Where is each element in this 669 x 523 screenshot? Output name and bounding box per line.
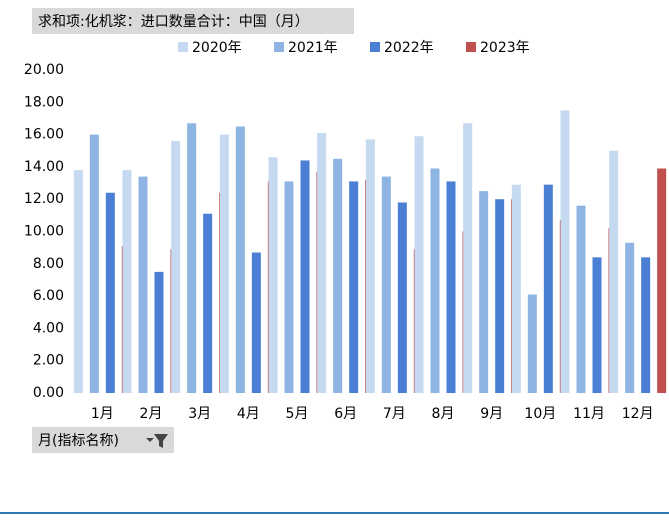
bar	[576, 205, 586, 393]
bar	[333, 158, 343, 393]
bar	[592, 257, 602, 393]
y-tick-label: 18.00	[24, 94, 64, 110]
bar	[235, 126, 245, 394]
bar	[171, 141, 181, 393]
x-tick-label: 11月	[573, 406, 605, 422]
legend-swatch	[466, 42, 476, 52]
bar	[365, 139, 375, 393]
bar	[219, 134, 229, 393]
y-tick-label: 14.00	[24, 159, 64, 175]
y-tick-label: 4.00	[33, 320, 64, 336]
y-tick-label: 20.00	[24, 62, 64, 78]
bar	[446, 181, 456, 393]
x-tick-label: 3月	[188, 406, 211, 422]
y-tick-label: 0.00	[33, 385, 64, 401]
filter-icon[interactable]	[146, 434, 168, 448]
bar	[543, 184, 553, 393]
bar	[463, 123, 473, 394]
bar	[187, 123, 197, 394]
title-button[interactable]	[32, 8, 354, 34]
x-tick-label: 7月	[383, 406, 406, 422]
x-tick-label: 6月	[334, 406, 357, 422]
legend-label: 2023年	[480, 40, 530, 56]
legend-label: 2020年	[192, 40, 242, 56]
bar	[203, 213, 213, 393]
chart-title: 求和项:化机浆：进口数量合计：中国（月）	[38, 14, 309, 30]
x-tick-label: 4月	[237, 406, 260, 422]
bar	[251, 252, 261, 393]
legend-label: 2021年	[288, 40, 338, 56]
x-tick-label: 8月	[432, 406, 455, 422]
y-tick-label: 12.00	[24, 191, 64, 207]
y-tick-label: 8.00	[33, 256, 64, 272]
bar	[349, 181, 359, 393]
bar	[511, 184, 521, 393]
bar	[89, 134, 99, 393]
bar	[268, 157, 278, 393]
x-tick-label: 5月	[286, 406, 309, 422]
bar	[560, 110, 570, 393]
bar	[381, 176, 391, 393]
bar	[73, 170, 83, 393]
field-button-label: 月(指标名称)	[38, 433, 119, 449]
bar	[430, 168, 440, 393]
bar	[657, 168, 667, 393]
bar	[122, 170, 132, 393]
x-tick-label: 2月	[140, 406, 163, 422]
legend-swatch	[178, 42, 188, 52]
bar	[609, 150, 619, 393]
x-tick-label: 10月	[524, 406, 556, 422]
y-tick-label: 2.00	[33, 353, 64, 369]
x-tick-label: 9月	[480, 406, 503, 422]
bar	[138, 176, 148, 393]
bar	[479, 191, 489, 393]
legend-label: 2022年	[384, 40, 434, 56]
bar	[284, 181, 294, 393]
bar	[397, 202, 407, 393]
bar	[527, 294, 537, 393]
bar	[317, 132, 327, 394]
y-tick-label: 16.00	[24, 127, 64, 143]
x-tick-label: 1月	[91, 406, 114, 422]
bar	[154, 271, 164, 393]
x-tick-label: 12月	[622, 406, 654, 422]
bar	[641, 257, 651, 393]
legend-swatch	[274, 42, 284, 52]
bar	[300, 160, 310, 393]
legend-swatch	[370, 42, 380, 52]
bar	[414, 136, 424, 393]
y-tick-label: 6.00	[33, 288, 64, 304]
y-tick-label: 10.00	[24, 224, 64, 240]
bar	[495, 199, 505, 393]
bar	[625, 242, 635, 393]
bar	[105, 192, 115, 393]
